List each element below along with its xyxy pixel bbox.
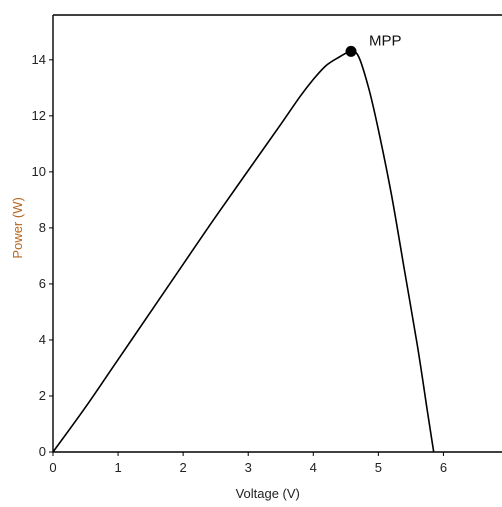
series-line-power-vs-voltage	[52, 50, 435, 453]
x-tick-label: 1	[114, 460, 121, 475]
y-tick-label: 0	[39, 444, 46, 459]
x-axis-label: Voltage (V)	[236, 486, 300, 501]
y-tick-label: 12	[32, 108, 46, 123]
axes	[52, 14, 502, 453]
y-axis-label: Power (W)	[10, 197, 25, 258]
x-tick-label: 6	[440, 460, 447, 475]
y-tick-label: 14	[32, 52, 46, 67]
y-tick-label: 2	[39, 388, 46, 403]
y-tick-label: 4	[39, 332, 46, 347]
x-tick-label: 4	[310, 460, 317, 475]
y-tick-label: 6	[39, 276, 46, 291]
x-tick-label: 5	[375, 460, 382, 475]
y-tick-label: 8	[39, 220, 46, 235]
mpp-marker	[345, 45, 357, 57]
x-tick-label: 2	[180, 460, 187, 475]
x-tick-label: 0	[49, 460, 56, 475]
mpp-annotation-label: MPP	[369, 32, 402, 49]
x-tick-label: 3	[245, 460, 252, 475]
y-tick-label: 10	[32, 164, 46, 179]
